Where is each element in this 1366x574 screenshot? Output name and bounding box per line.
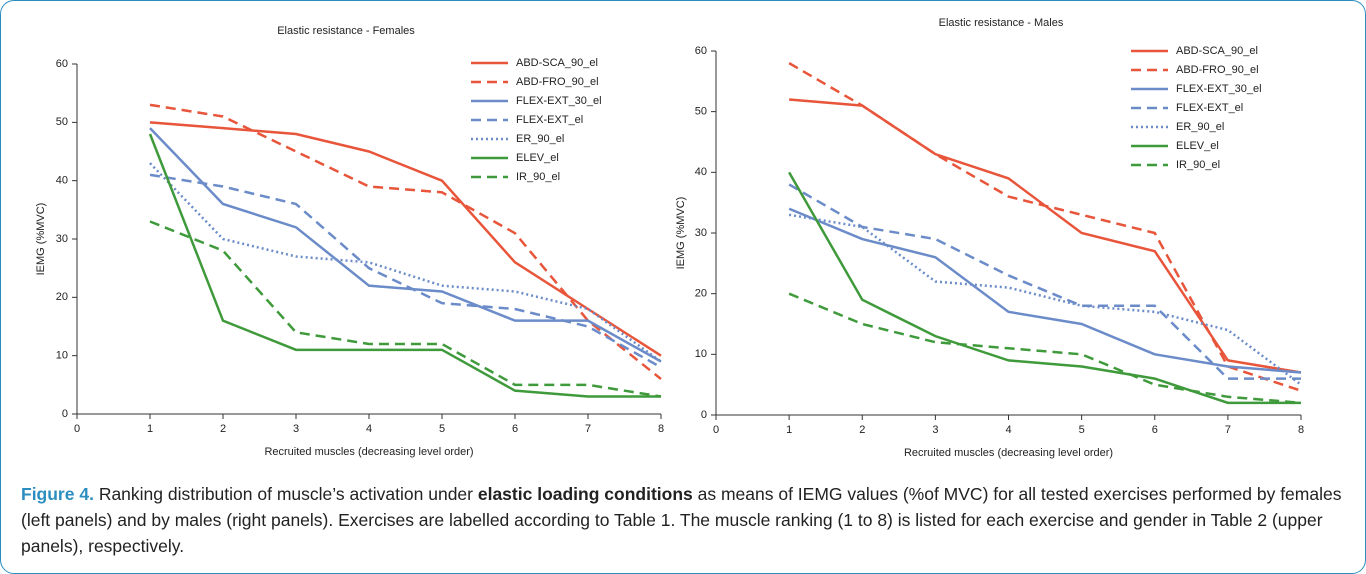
y-tick-label: 50 — [695, 106, 707, 118]
charts: Elastic resistance - Females010203040506… — [35, 17, 1304, 459]
legend-label: ER_90_el — [1176, 121, 1224, 133]
x-tick-label: 1 — [786, 424, 792, 436]
y-tick-label: 10 — [56, 350, 68, 362]
caption-bold: elastic loading conditions — [477, 484, 693, 504]
series-line — [149, 121, 662, 357]
series-line — [788, 207, 1302, 374]
x-tick-label: 5 — [1079, 424, 1085, 436]
series-line — [788, 183, 1301, 380]
y-tick-label: 0 — [62, 408, 68, 420]
legend-label: ABD-FRO_90_el — [516, 76, 599, 88]
caption-text: Ranking distribution of muscle’s activat… — [98, 484, 478, 504]
y-tick-label: 50 — [56, 116, 68, 128]
chart-title: Elastic resistance - Males — [939, 17, 1064, 29]
series-line — [788, 62, 1302, 392]
legend-label: ABD-SCA_90_el — [1176, 45, 1258, 57]
x-tick-label: 6 — [512, 423, 518, 435]
caption-text: as means of IEMG values (%of MVC) for al… — [21, 484, 1342, 556]
y-tick-label: 40 — [56, 175, 68, 187]
y-tick-label: 30 — [56, 233, 68, 245]
series-line — [149, 103, 662, 380]
legend-label: ABD-SCA_90_el — [516, 57, 598, 69]
y-axis-label: IEMG (%MVC) — [35, 203, 47, 276]
y-tick-label: 20 — [56, 291, 68, 303]
legend-label: ABD-FRO_90_el — [1176, 64, 1259, 76]
legend-label: FLEX-EXT_30_el — [516, 95, 602, 107]
legend-label: FLEX-EXT_el — [516, 114, 583, 126]
legend-label: ER_90_el — [516, 133, 564, 145]
x-tick-label: 6 — [1152, 424, 1158, 436]
x-tick-label: 3 — [293, 423, 299, 435]
x-tick-label: 2 — [859, 424, 865, 436]
x-tick-label: 7 — [1225, 424, 1231, 436]
x-tick-label: 3 — [932, 424, 938, 436]
x-tick-label: 8 — [658, 423, 664, 435]
y-tick-label: 40 — [695, 166, 707, 178]
x-tick-label: 4 — [366, 423, 372, 435]
x-tick-label: 2 — [220, 423, 226, 435]
y-axis-label: IEMG (%MVC) — [675, 197, 687, 270]
legend-label: ELEV_el — [1176, 140, 1219, 152]
legend-label: FLEX-EXT_30_el — [1176, 83, 1262, 95]
x-tick-label: 0 — [713, 424, 719, 436]
caption-label: Figure 4. — [21, 484, 94, 504]
legend-label: ELEV_el — [516, 152, 559, 164]
series-line — [789, 98, 1302, 374]
series-line — [148, 133, 661, 398]
x-tick-label: 8 — [1298, 424, 1304, 436]
y-tick-label: 20 — [695, 288, 707, 300]
legend-label: IR_90_el — [516, 171, 560, 183]
y-tick-label: 60 — [56, 58, 68, 70]
x-axis-label: Recruited muscles (decreasing level orde… — [264, 446, 473, 458]
chart-title: Elastic resistance - Females — [277, 25, 415, 37]
caption: Figure 4. Ranking distribution of muscle… — [21, 481, 1351, 559]
series-line — [149, 220, 662, 398]
y-tick-label: 30 — [695, 227, 707, 239]
series-line — [788, 213, 1302, 386]
x-tick-label: 5 — [439, 423, 445, 435]
x-tick-label: 7 — [585, 423, 591, 435]
series-line — [788, 171, 1301, 405]
series-line — [149, 127, 662, 363]
y-tick-label: 60 — [695, 45, 707, 57]
x-axis-label: Recruited muscles (decreasing level orde… — [904, 447, 1113, 459]
x-tick-label: 4 — [1005, 424, 1011, 436]
series-line — [149, 173, 662, 369]
x-tick-label: 1 — [147, 423, 153, 435]
legend-label: IR_90_el — [1176, 159, 1220, 171]
legend-label: FLEX-EXT_el — [1176, 102, 1243, 114]
y-tick-label: 10 — [695, 348, 707, 360]
x-tick-label: 0 — [74, 423, 80, 435]
series-line — [149, 162, 662, 363]
series-line — [788, 292, 1302, 405]
y-tick-label: 0 — [701, 409, 707, 421]
